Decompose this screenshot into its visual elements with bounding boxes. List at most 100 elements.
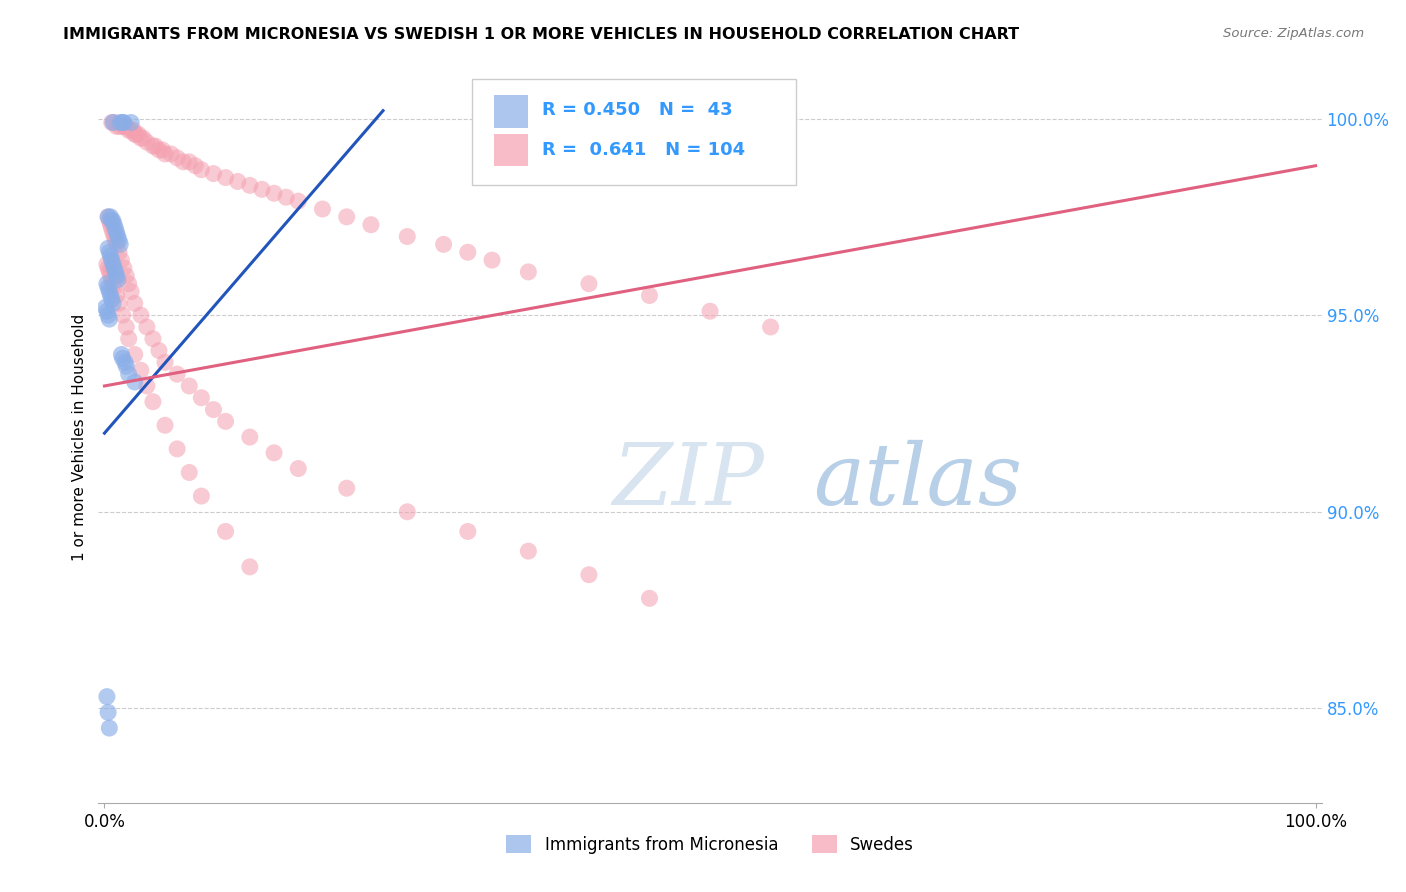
Point	[214, 414, 236, 428]
Point	[98, 312, 121, 326]
Point	[124, 296, 146, 310]
Text: R =  0.641   N = 104: R = 0.641 N = 104	[543, 141, 745, 160]
Point	[115, 320, 138, 334]
Point	[114, 120, 136, 134]
Point	[114, 355, 136, 369]
Point	[172, 154, 194, 169]
Point	[105, 120, 128, 134]
Point	[98, 285, 121, 299]
Point	[160, 147, 183, 161]
Point	[239, 430, 262, 444]
Point	[103, 115, 125, 129]
Point	[120, 123, 142, 137]
Point	[104, 221, 127, 235]
Point	[103, 260, 125, 275]
Point	[124, 347, 146, 361]
Point	[118, 332, 141, 346]
Point	[124, 375, 146, 389]
Point	[100, 293, 122, 307]
Point	[108, 245, 131, 260]
Point	[135, 379, 157, 393]
Text: R = 0.450   N =  43: R = 0.450 N = 43	[543, 101, 733, 120]
Point	[96, 304, 118, 318]
Point	[166, 151, 188, 165]
Point	[276, 190, 298, 204]
Point	[190, 391, 212, 405]
Y-axis label: 1 or more Vehicles in Household: 1 or more Vehicles in Household	[72, 313, 87, 561]
Point	[108, 234, 131, 248]
Point	[104, 234, 127, 248]
Point	[638, 591, 661, 606]
Point	[101, 226, 124, 240]
Point	[110, 237, 132, 252]
Point	[94, 301, 117, 315]
Point	[143, 139, 166, 153]
Text: Source: ZipAtlas.com: Source: ZipAtlas.com	[1223, 27, 1364, 40]
Point	[110, 253, 132, 268]
Point	[287, 194, 309, 208]
Point	[103, 218, 125, 232]
Point	[100, 273, 122, 287]
Point	[142, 394, 165, 409]
Point	[100, 249, 122, 263]
Point	[110, 115, 132, 129]
Point	[120, 115, 142, 129]
Point	[578, 277, 600, 291]
Point	[166, 442, 188, 456]
Point	[118, 277, 141, 291]
Point	[104, 265, 127, 279]
Point	[98, 265, 121, 279]
Point	[97, 308, 120, 322]
Point	[98, 721, 121, 735]
Point	[239, 178, 262, 193]
Text: ZIP: ZIP	[612, 440, 763, 523]
FancyBboxPatch shape	[471, 78, 796, 185]
Point	[129, 308, 152, 322]
Point	[111, 120, 134, 134]
Point	[179, 466, 201, 480]
Point	[578, 567, 600, 582]
Point	[97, 210, 120, 224]
Point	[214, 170, 236, 185]
Point	[148, 343, 170, 358]
Point	[101, 296, 124, 310]
FancyBboxPatch shape	[494, 95, 527, 128]
Point	[112, 115, 135, 129]
Point	[396, 229, 419, 244]
Point	[153, 355, 176, 369]
Point	[179, 379, 201, 393]
Point	[98, 214, 121, 228]
Point	[105, 268, 128, 283]
Point	[226, 174, 249, 188]
Point	[97, 241, 120, 255]
Point	[152, 143, 174, 157]
Point	[360, 218, 382, 232]
Point	[100, 210, 122, 224]
Point	[396, 505, 419, 519]
Point	[287, 461, 309, 475]
Point	[105, 226, 128, 240]
Point	[100, 214, 122, 228]
Point	[517, 544, 540, 558]
Point	[517, 265, 540, 279]
Point	[457, 245, 479, 260]
Point	[100, 115, 122, 129]
Point	[118, 123, 141, 137]
Point	[457, 524, 479, 539]
Point	[638, 288, 661, 302]
Point	[125, 128, 148, 142]
Point	[115, 268, 138, 283]
Point	[166, 367, 188, 381]
Point	[103, 229, 125, 244]
Point	[101, 277, 124, 291]
Point	[122, 123, 145, 137]
Point	[214, 524, 236, 539]
Point	[96, 690, 118, 704]
Point	[129, 131, 152, 145]
Point	[699, 304, 721, 318]
Point	[110, 347, 132, 361]
Point	[97, 706, 120, 720]
Point	[153, 147, 176, 161]
Point	[101, 257, 124, 271]
Point	[263, 446, 285, 460]
